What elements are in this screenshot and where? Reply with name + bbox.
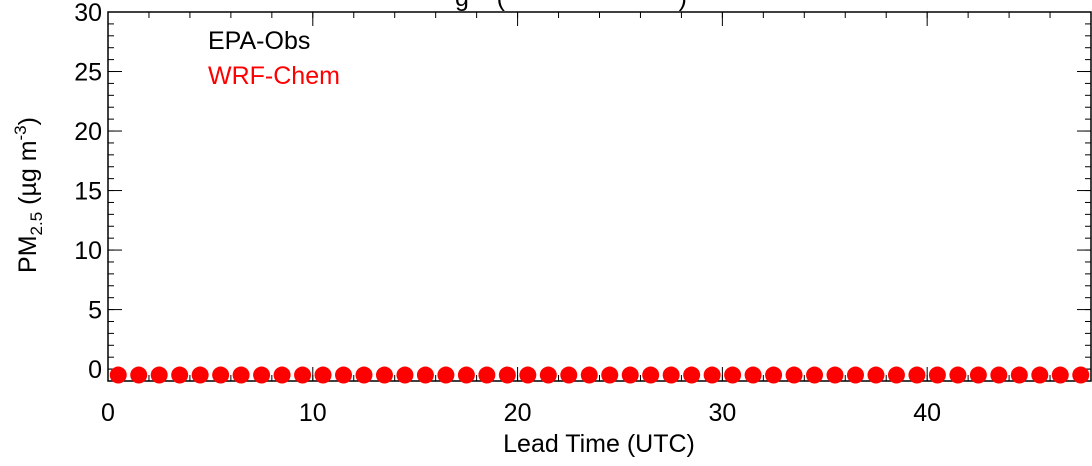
data-point-wrf-chem xyxy=(560,366,578,384)
data-point-wrf-chem xyxy=(642,366,660,384)
data-point-wrf-chem xyxy=(867,366,885,384)
data-point-wrf-chem xyxy=(887,366,905,384)
data-point-wrf-chem xyxy=(191,366,209,384)
y-axis-title-suffix: ) xyxy=(14,117,42,125)
data-point-wrf-chem xyxy=(171,366,189,384)
data-point-wrf-chem xyxy=(908,366,926,384)
x-tick-label: 30 xyxy=(708,399,736,427)
data-point-wrf-chem xyxy=(826,366,844,384)
y-tick-label: 20 xyxy=(74,118,102,146)
x-tick-label: 10 xyxy=(299,399,327,427)
data-point-wrf-chem xyxy=(785,366,803,384)
data-point-wrf-chem xyxy=(703,366,721,384)
data-point-wrf-chem xyxy=(683,366,701,384)
data-point-wrf-chem xyxy=(949,366,967,384)
axis-tick-labels: 0 10 20 30 40 0 5 10 15 20 25 30 xyxy=(74,0,941,427)
y-axis-title-superscript: -3 xyxy=(11,125,30,140)
data-point-wrf-chem xyxy=(498,366,516,384)
x-axis-title: Lead Time (UTC) xyxy=(503,430,695,458)
y-tick-label: 30 xyxy=(74,0,102,27)
data-point-wrf-chem xyxy=(437,366,455,384)
x-tick-label: 20 xyxy=(504,399,532,427)
data-point-wrf-chem xyxy=(846,366,864,384)
legend-entry-epa-obs: EPA-Obs xyxy=(208,27,310,55)
data-point-wrf-chem xyxy=(355,366,373,384)
chart-title-fragment: g ( ) xyxy=(455,0,687,12)
data-points xyxy=(109,366,1090,384)
data-point-wrf-chem xyxy=(212,366,230,384)
data-point-wrf-chem xyxy=(253,366,271,384)
data-point-wrf-chem xyxy=(457,366,475,384)
y-axis-title-middle: (µg m xyxy=(14,140,42,211)
data-point-wrf-chem xyxy=(478,366,496,384)
data-point-wrf-chem xyxy=(1072,366,1090,384)
y-tick-label: 0 xyxy=(88,356,102,384)
data-point-wrf-chem xyxy=(601,366,619,384)
data-point-wrf-chem xyxy=(273,366,291,384)
legend: EPA-Obs WRF-Chem xyxy=(208,27,340,90)
data-point-wrf-chem xyxy=(519,366,537,384)
x-tick-label: 0 xyxy=(101,399,115,427)
data-point-wrf-chem xyxy=(765,366,783,384)
data-point-wrf-chem xyxy=(150,366,168,384)
data-point-wrf-chem xyxy=(396,366,414,384)
x-tick-label: 40 xyxy=(913,399,941,427)
data-point-wrf-chem xyxy=(294,366,312,384)
y-axis-title: PM2.5 (µg m-3) xyxy=(11,117,46,273)
data-point-wrf-chem xyxy=(130,366,148,384)
y-axis-title-subscript: 2.5 xyxy=(27,212,46,236)
data-point-wrf-chem xyxy=(580,366,598,384)
data-point-wrf-chem xyxy=(969,366,987,384)
data-point-wrf-chem xyxy=(724,366,742,384)
data-point-wrf-chem xyxy=(621,366,639,384)
data-point-wrf-chem xyxy=(314,366,332,384)
y-tick-label: 15 xyxy=(74,178,102,206)
data-point-wrf-chem xyxy=(928,366,946,384)
legend-entry-wrf-chem: WRF-Chem xyxy=(208,62,340,90)
data-point-wrf-chem xyxy=(744,366,762,384)
data-point-wrf-chem xyxy=(232,366,250,384)
data-point-wrf-chem xyxy=(990,366,1008,384)
data-point-wrf-chem xyxy=(806,366,824,384)
data-point-wrf-chem xyxy=(1051,366,1069,384)
axis-ticks xyxy=(107,11,1092,381)
data-point-wrf-chem xyxy=(539,366,557,384)
data-point-wrf-chem xyxy=(416,366,434,384)
y-tick-label: 5 xyxy=(88,297,102,325)
data-point-wrf-chem xyxy=(1031,366,1049,384)
y-axis-title-prefix: PM xyxy=(14,235,42,273)
data-point-wrf-chem xyxy=(375,366,393,384)
data-point-wrf-chem xyxy=(109,366,127,384)
y-tick-label: 25 xyxy=(74,59,102,87)
y-tick-label: 10 xyxy=(74,237,102,265)
data-point-wrf-chem xyxy=(335,366,353,384)
data-point-wrf-chem xyxy=(662,366,680,384)
data-point-wrf-chem xyxy=(1010,366,1028,384)
